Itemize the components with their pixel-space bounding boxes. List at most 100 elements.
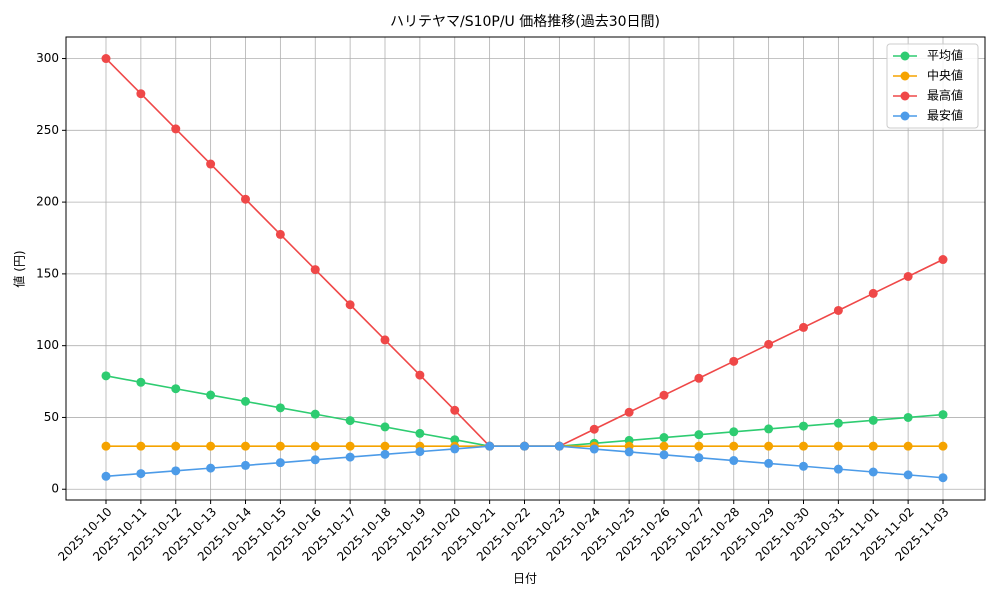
legend-label: 最安値 [927,108,963,123]
legend-marker [900,51,910,61]
data-point [415,447,425,457]
y-tick-label: 150 [36,266,59,280]
data-point [903,470,913,480]
data-point [101,54,111,64]
data-point [345,452,355,462]
data-point [241,194,250,204]
data-point [206,441,216,451]
data-point [554,441,564,451]
data-point [799,461,808,471]
data-point [799,441,808,451]
y-tick-label: 300 [36,51,59,65]
y-axis-label: 値 (円) [12,250,27,287]
data-point [694,441,704,451]
data-point [275,458,285,468]
data-point [799,421,808,431]
data-point [345,300,355,310]
data-point [241,460,250,470]
data-point [450,444,460,454]
data-point [310,455,320,465]
plot-frame [65,36,986,501]
data-point [520,441,529,451]
data-point [485,441,495,451]
data-point [729,356,739,366]
data-point [799,322,808,332]
data-point [659,390,669,400]
data-point [938,473,948,483]
data-point [659,450,669,460]
data-point [938,441,948,451]
y-tick-label: 100 [36,338,59,352]
legend-box [886,43,979,129]
legend-marker [900,71,910,81]
data-point [136,469,146,479]
data-point [345,416,355,426]
data-point [310,265,320,275]
data-point [624,407,634,417]
data-point [171,441,181,451]
data-point [903,271,913,281]
data-point [694,453,704,463]
data-point [101,441,111,451]
data-point [415,428,425,438]
data-point [171,466,181,476]
data-point [136,377,146,387]
data-point [903,441,913,451]
data-point [275,403,285,413]
data-point [729,427,739,437]
x-axis-label: 日付 [513,572,537,586]
data-point [275,441,285,451]
legend-label: 中央値 [927,68,963,83]
data-point [764,458,774,468]
data-point [101,471,111,481]
data-point [345,441,355,451]
y-tick-label: 200 [36,195,59,209]
data-point [241,396,250,406]
chart-title: ハリテヤマ/S10P/U 価格推移(過去30日間) [390,14,660,30]
data-point [136,441,146,451]
legend-label: 平均値 [927,48,963,63]
data-point [903,412,913,422]
data-point [380,335,390,345]
data-point [659,441,669,451]
data-point [171,124,181,134]
data-point [833,464,843,474]
data-point [868,441,878,451]
data-point [729,441,739,451]
data-point [206,463,216,473]
data-point [101,371,111,381]
data-point [938,410,948,420]
data-point [450,405,460,415]
data-point [868,467,878,477]
data-point [450,435,460,445]
data-point [833,305,843,315]
data-point [310,441,320,451]
data-point [415,370,425,380]
data-point [694,373,704,383]
data-point [206,159,216,169]
data-point [833,441,843,451]
data-point [310,409,320,419]
data-point [764,424,774,434]
data-point [938,255,948,265]
data-point [171,384,181,394]
data-point [659,433,669,443]
data-point [241,441,250,451]
data-point [764,339,774,349]
data-point [136,89,146,99]
data-point [380,449,390,459]
data-point [868,288,878,298]
data-point [380,422,390,432]
legend-marker [900,111,910,121]
legend-marker [900,91,910,101]
data-point [833,418,843,428]
y-tick-label: 250 [36,123,59,137]
data-point [589,444,599,454]
data-point [694,430,704,440]
data-point [589,424,599,434]
data-point [380,441,390,451]
data-point [275,229,285,239]
